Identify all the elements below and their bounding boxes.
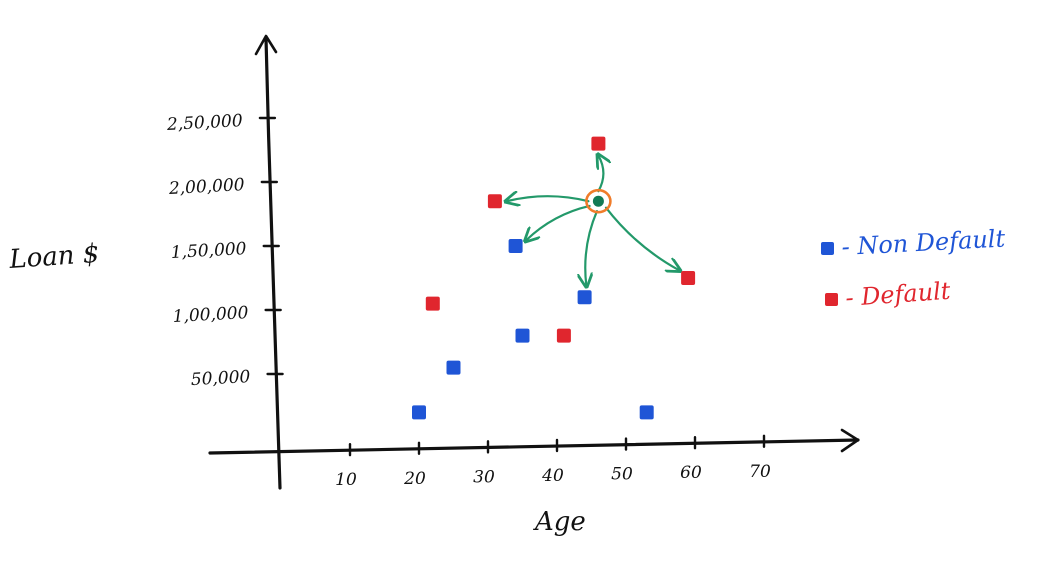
default-point	[425, 296, 440, 311]
y-tick-label: 1,00,000	[172, 303, 249, 327]
legend-marker-default	[825, 293, 838, 306]
default-point	[556, 328, 571, 343]
x-axis-line	[208, 438, 860, 455]
y-axis-line	[264, 36, 282, 490]
query-point	[592, 195, 604, 207]
neighbor-arrow	[526, 204, 591, 240]
x-tick-label: 40	[541, 466, 564, 486]
legend-marker-non-default	[821, 242, 834, 255]
non-default-point	[446, 360, 461, 375]
default-point	[487, 194, 502, 209]
x-tick-label: 30	[473, 467, 495, 487]
x-ticks: 10 20 30 40 50 60 70	[335, 434, 771, 490]
non-default-point	[508, 239, 523, 253]
default-point	[681, 271, 696, 285]
query-point-ring	[585, 188, 612, 214]
legend-label-default: - Default	[844, 277, 951, 312]
y-ticks: 50,000 1,00,000 1,50,000 2,00,000 2,50,000	[166, 111, 284, 390]
axes	[208, 34, 860, 490]
legend-label-non-default: - Non Default	[841, 224, 1006, 261]
x-tick-label: 60	[680, 463, 702, 483]
y-axis-label: Loan $	[7, 239, 100, 275]
non-default-point	[412, 405, 426, 420]
x-tick-label: 10	[335, 470, 357, 490]
non-default-point	[639, 405, 654, 420]
legend: - Non Default - Default	[821, 224, 1006, 312]
x-tick-label: 20	[403, 469, 426, 489]
x-axis-label: Age	[533, 507, 586, 537]
query-point-group	[585, 188, 612, 214]
neighbor-arrow	[598, 156, 603, 193]
data-points	[412, 136, 696, 420]
x-tick-label: 50	[611, 465, 633, 485]
y-tick-label: 50,000	[190, 367, 251, 390]
neighbor-arrow	[507, 196, 590, 201]
non-default-point	[515, 328, 530, 343]
neighbor-arrow	[604, 206, 679, 270]
y-axis-arrowhead	[254, 34, 278, 56]
y-tick-label: 1,50,000	[170, 239, 247, 263]
x-tick-label: 70	[749, 462, 771, 482]
y-tick-label: 2,00,000	[167, 175, 245, 199]
non-default-point	[577, 290, 592, 305]
y-tick-label: 2,50,000	[166, 111, 244, 135]
neighbor-arrow	[585, 209, 599, 285]
neighbor-arrows	[507, 156, 679, 286]
default-point	[591, 136, 606, 151]
x-axis-arrowhead	[840, 428, 860, 453]
